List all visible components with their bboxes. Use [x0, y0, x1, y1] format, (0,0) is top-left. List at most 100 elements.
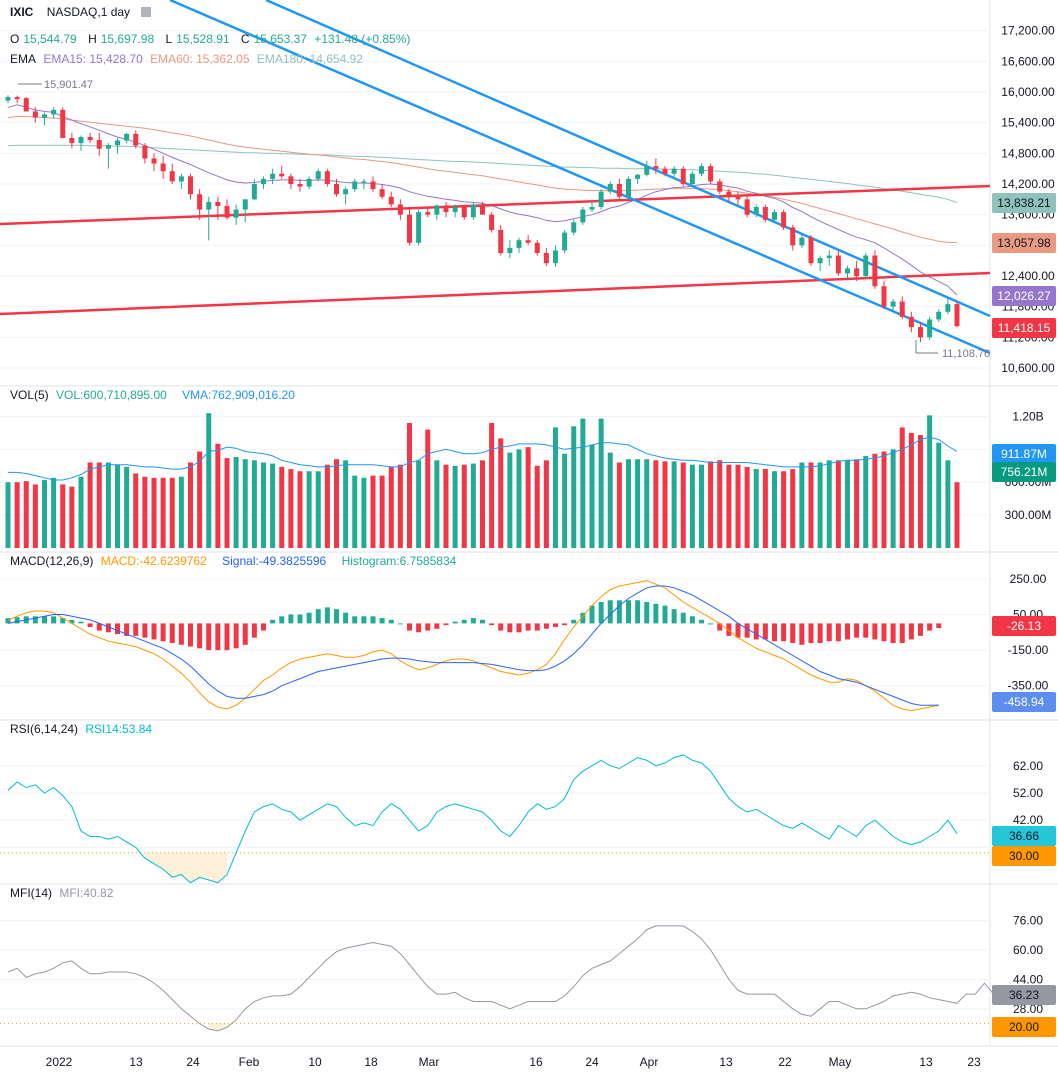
volume-bar — [735, 464, 741, 548]
macd-histogram-bar — [96, 623, 102, 631]
ohlc-open: 15,544.79 — [23, 32, 77, 46]
macd-histogram-bar — [233, 623, 239, 649]
macd-legend[interactable]: MACD(12,26,9) MACD:-42.6239762 Signal:-4… — [10, 554, 460, 568]
symbol-header[interactable]: IXIC NASDAQ,1 day — [10, 5, 155, 19]
macd-histogram-bar — [297, 614, 303, 624]
rsi-label[interactable]: RSI(6,14,24) — [10, 722, 79, 736]
price-tag-bg — [992, 233, 1056, 253]
macd-histogram-bar — [817, 623, 823, 643]
candle-body — [607, 184, 613, 192]
macd-histogram-bar — [607, 600, 613, 624]
macd-histogram-bar — [452, 621, 458, 624]
candle-body — [42, 114, 47, 118]
macd-label[interactable]: MACD(12,26,9) — [10, 554, 94, 568]
ema180-line — [7, 144, 958, 203]
volume-bar — [23, 481, 29, 548]
mfi-legend[interactable]: MFI(14) MFI:40.82 — [10, 886, 117, 900]
volume-tag: 756.21M — [1001, 465, 1048, 479]
volume-bar — [124, 466, 130, 548]
rsi-tag-bg — [992, 826, 1056, 846]
volume-bar — [169, 477, 175, 548]
candle-body — [197, 194, 203, 210]
candle-body — [799, 237, 805, 246]
ema-label[interactable]: EMA — [10, 52, 37, 66]
volume-bar — [224, 458, 230, 548]
time-axis-label: 13 — [719, 1055, 733, 1069]
macd-axis-tick-label: -150.00 — [1008, 643, 1049, 657]
menu-icon[interactable] — [141, 7, 152, 17]
macd-histogram-bar — [826, 623, 832, 642]
rsi-tag-bg — [992, 846, 1056, 866]
ema60-value: EMA60: 15,362.05 — [150, 52, 250, 66]
macd-line — [7, 580, 939, 712]
macd-histogram-bar — [872, 623, 878, 640]
macd-histogram-bar — [361, 616, 367, 624]
low-marker-label: 11,108.76 — [942, 348, 990, 360]
volume-bar — [616, 462, 622, 548]
candle-body — [498, 230, 504, 253]
mfi-axis-tick-label: 44.00 — [1013, 972, 1043, 986]
volume-bar — [251, 460, 257, 548]
macd-histogram-bar — [434, 623, 440, 629]
macd-histogram-bar — [598, 602, 604, 624]
ohlc-close-label: C — [240, 32, 250, 46]
macd-histogram-bar — [343, 612, 349, 624]
volume-bar — [671, 461, 677, 548]
volume-bar — [5, 482, 11, 548]
volume-bar — [534, 465, 540, 548]
mfi-tag: 36.23 — [1009, 988, 1039, 1002]
vol-label[interactable]: VOL(5) — [10, 388, 49, 402]
macd-histogram-bar — [397, 623, 403, 625]
macd-histogram-bar — [60, 618, 66, 624]
symbol-name[interactable]: IXIC — [10, 5, 34, 19]
candle-body — [23, 98, 29, 112]
volume-bar — [908, 432, 914, 548]
price-axis-tick-label: 17,200.00 — [1001, 24, 1055, 38]
mfi-tag: 20.00 — [1009, 1020, 1039, 1034]
volume-bar — [589, 444, 595, 548]
candle-body — [215, 201, 221, 206]
volume-bar — [607, 452, 613, 548]
volume-bar — [635, 459, 641, 548]
volume-bar — [543, 460, 549, 548]
macd-histogram-bar — [215, 623, 221, 651]
candle-body — [51, 109, 57, 115]
rsi-legend[interactable]: RSI(6,14,24) RSI14:53.84 — [10, 722, 156, 736]
candle-body — [845, 268, 850, 274]
volume-bar — [42, 480, 47, 548]
volume-bar — [872, 453, 878, 548]
volume-bar — [480, 460, 485, 548]
candle-body — [270, 173, 276, 179]
candle-body — [233, 209, 239, 218]
macd-histogram-bar — [799, 623, 805, 645]
macd-tag: -26.13 — [1007, 619, 1041, 633]
macd-histogram-bar — [261, 623, 266, 631]
candle-body — [343, 189, 349, 195]
volume-axis-tick-label: 1.20B — [1012, 409, 1043, 423]
macd-histogram-bar — [553, 623, 558, 627]
macd-histogram-bar — [498, 623, 504, 631]
candle-body — [918, 327, 923, 338]
candle-body — [772, 212, 777, 220]
ema-legend[interactable]: EMA EMA15: 15,428.70 EMA60: 15,362.05 EM… — [10, 52, 367, 66]
ema15-value: EMA15: 15,428.70 — [43, 52, 143, 66]
candle-body — [14, 97, 20, 100]
candle-body — [480, 204, 485, 215]
price-tag: 11,418.15 — [998, 321, 1051, 335]
volume-bar — [334, 459, 339, 548]
candle-body — [470, 204, 476, 218]
volume-bar — [315, 471, 321, 548]
macd-histogram-bar — [32, 616, 38, 624]
mfi-label[interactable]: MFI(14) — [10, 886, 52, 900]
ohlc-low-label: L — [165, 32, 173, 46]
volume-bar — [115, 464, 120, 548]
mfi-line — [7, 925, 994, 1032]
macd-histogram-bar — [133, 623, 139, 636]
macd-histogram-bar — [42, 616, 47, 624]
macd-histogram-bar — [562, 623, 568, 626]
vol-legend[interactable]: VOL(5) VOL:600,710,895.00 VMA:762,909,01… — [10, 388, 299, 402]
candle-body — [96, 140, 102, 149]
time-axis-label: 16 — [529, 1055, 543, 1069]
candle-body — [899, 301, 905, 317]
time-axis-label: Mar — [419, 1055, 440, 1069]
